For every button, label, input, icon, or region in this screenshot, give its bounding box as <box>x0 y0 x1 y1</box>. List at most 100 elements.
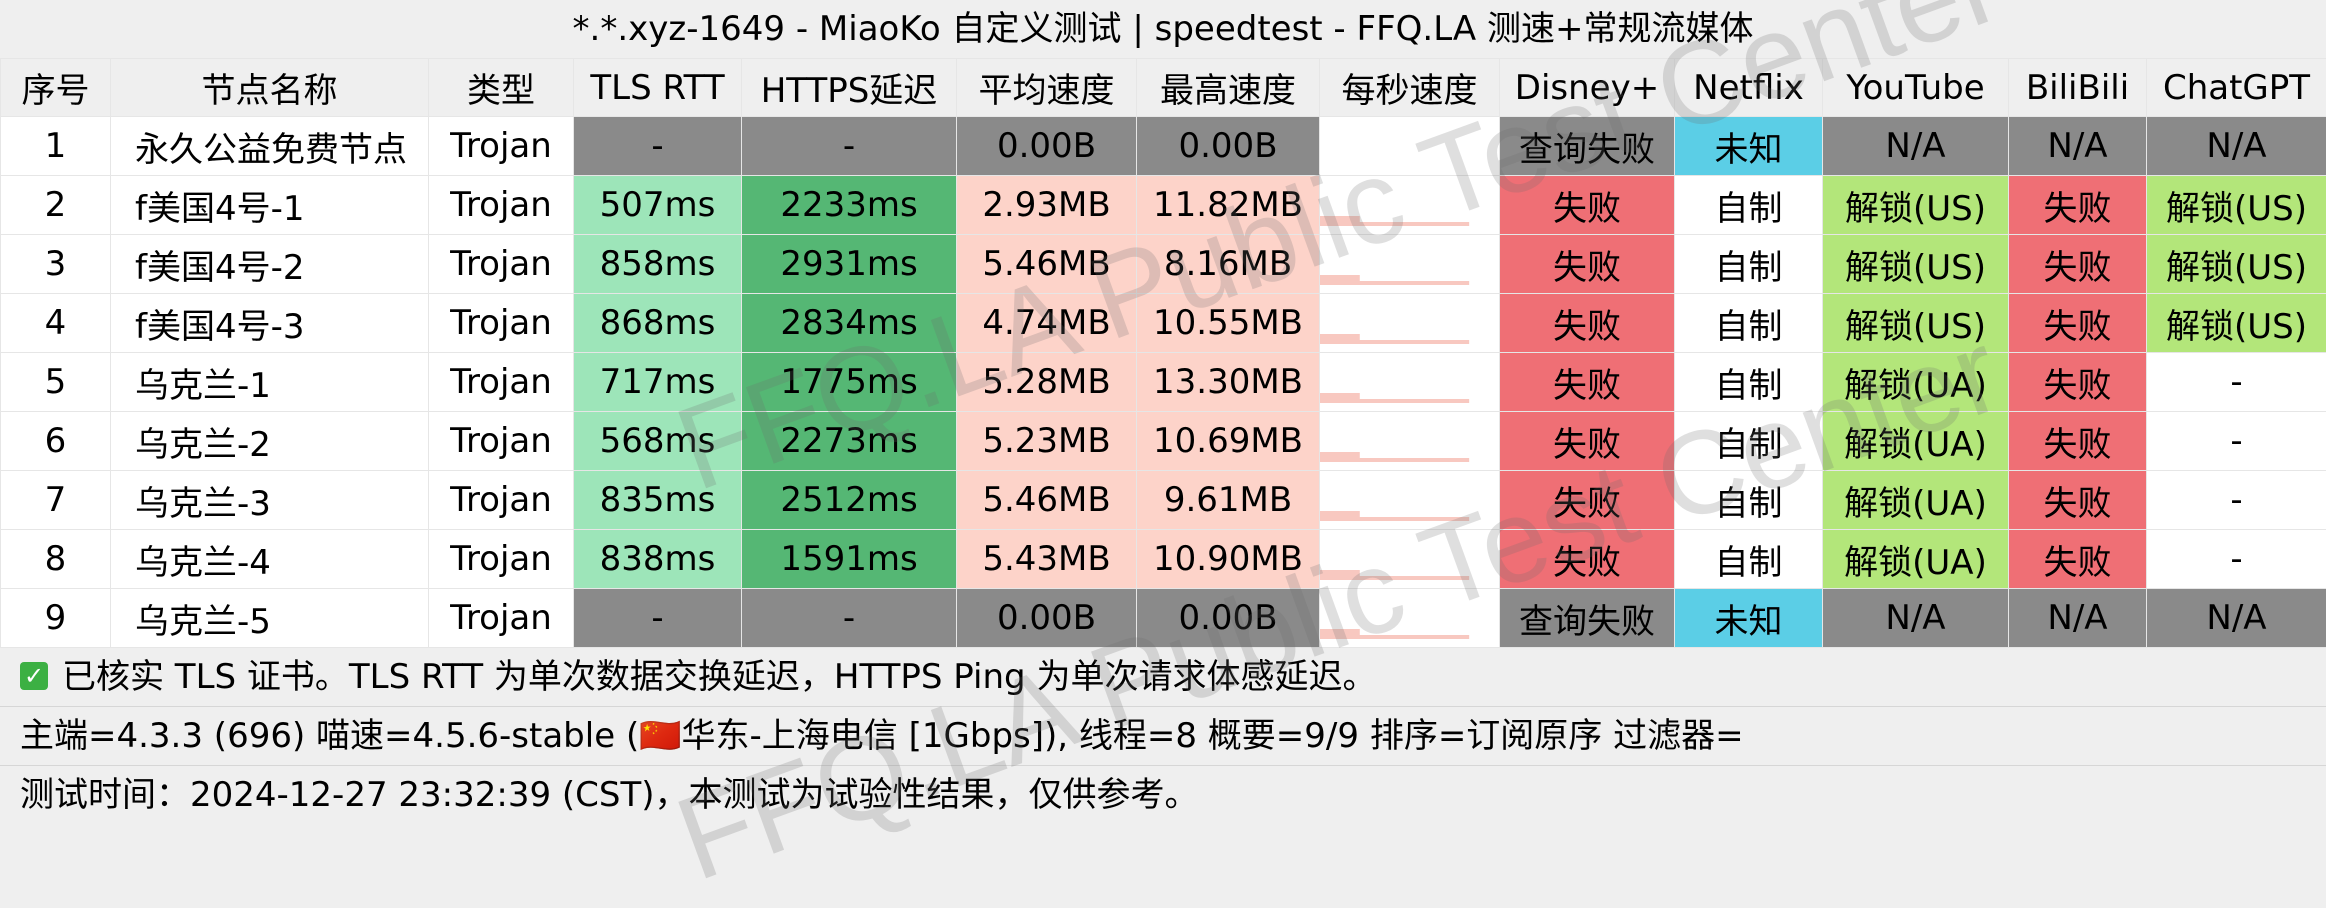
per-second-speed-cell <box>1320 530 1500 589</box>
index-cell: 3 <box>1 235 111 294</box>
avg-speed-cell: 4.74MB <box>957 294 1137 353</box>
netflix-cell: 自制 <box>1675 176 1823 235</box>
col-youtube-header: YouTube <box>1823 59 2009 117</box>
tls-rtt-cell: - <box>574 117 742 176</box>
https-latency-cell: - <box>742 117 957 176</box>
tls-note-row: ✓已核实 TLS 证书。TLS RTT 为单次数据交换延迟，HTTPS Ping… <box>0 648 2326 707</box>
avg-speed-cell: 0.00B <box>957 589 1137 648</box>
tls-rtt-cell: 507ms <box>574 176 742 235</box>
type-cell: Trojan <box>429 294 574 353</box>
index-cell: 2 <box>1 176 111 235</box>
avg-speed-cell: 5.46MB <box>957 471 1137 530</box>
netflix-cell: 自制 <box>1675 235 1823 294</box>
youtube-cell: 解锁(UA) <box>1823 530 2009 589</box>
chatgpt-cell: - <box>2147 530 2326 589</box>
header-row: 序号 节点名称 类型 TLS RTT HTTPS延迟 平均速度 最高速度 每秒速… <box>1 59 2326 117</box>
per-second-speed-cell <box>1320 176 1500 235</box>
col-disney-header: Disney+ <box>1500 59 1675 117</box>
netflix-cell: 自制 <box>1675 294 1823 353</box>
per-second-speed-cell <box>1320 294 1500 353</box>
type-cell: Trojan <box>429 530 574 589</box>
col-chatgpt-header: ChatGPT <box>2147 59 2326 117</box>
sparkline-bar <box>1320 216 1360 226</box>
node-name-cell: 永久公益免费节点 <box>111 117 429 176</box>
disney-cell: 失败 <box>1500 412 1675 471</box>
max-speed-cell: 9.61MB <box>1137 471 1320 530</box>
type-cell: Trojan <box>429 471 574 530</box>
sparkline-bar <box>1320 570 1360 580</box>
bilibili-cell: 失败 <box>2009 176 2147 235</box>
max-speed-cell: 10.69MB <box>1137 412 1320 471</box>
speed-sparkline <box>1320 601 1499 641</box>
netflix-cell: 自制 <box>1675 530 1823 589</box>
youtube-cell: 解锁(UA) <box>1823 353 2009 412</box>
sparkline-bar <box>1320 452 1360 462</box>
col-avg-speed-header: 平均速度 <box>957 59 1137 117</box>
speed-sparkline <box>1320 483 1499 523</box>
netflix-cell: 自制 <box>1675 471 1823 530</box>
https-latency-cell: 2512ms <box>742 471 957 530</box>
bilibili-cell: N/A <box>2009 589 2147 648</box>
netflix-cell: 自制 <box>1675 412 1823 471</box>
index-cell: 4 <box>1 294 111 353</box>
per-second-speed-cell <box>1320 412 1500 471</box>
disney-cell: 失败 <box>1500 294 1675 353</box>
col-netflix-header: Netflix <box>1675 59 1823 117</box>
disney-cell: 失败 <box>1500 353 1675 412</box>
node-name-cell: f美国4号-3 <box>111 294 429 353</box>
avg-speed-cell: 5.46MB <box>957 235 1137 294</box>
bilibili-cell: 失败 <box>2009 471 2147 530</box>
col-tls-rtt-header: TLS RTT <box>574 59 742 117</box>
https-latency-cell: 2834ms <box>742 294 957 353</box>
disney-cell: 失败 <box>1500 530 1675 589</box>
time-row: 测试时间：2024-12-27 23:32:39 (CST)，本测试为试验性结果… <box>0 766 2326 824</box>
max-speed-cell: 13.30MB <box>1137 353 1320 412</box>
type-cell: Trojan <box>429 589 574 648</box>
max-speed-cell: 11.82MB <box>1137 176 1320 235</box>
window-title: *.*.xyz-1649 - MiaoKo 自定义测试 | speedtest … <box>0 0 2326 58</box>
node-name-cell: f美国4号-2 <box>111 235 429 294</box>
node-name-cell: 乌克兰-4 <box>111 530 429 589</box>
node-name-cell: 乌克兰-5 <box>111 589 429 648</box>
speed-sparkline <box>1320 365 1499 405</box>
chatgpt-cell: 解锁(US) <box>2147 176 2326 235</box>
chatgpt-cell: N/A <box>2147 117 2326 176</box>
avg-speed-cell: 5.43MB <box>957 530 1137 589</box>
test-time: 测试时间：2024-12-27 23:32:39 (CST)，本测试为试验性结果… <box>20 775 1199 815</box>
netflix-cell: 未知 <box>1675 117 1823 176</box>
max-speed-cell: 10.55MB <box>1137 294 1320 353</box>
https-latency-cell: 2931ms <box>742 235 957 294</box>
avg-speed-cell: 5.23MB <box>957 412 1137 471</box>
tls-note: 已核实 TLS 证书。TLS RTT 为单次数据交换延迟，HTTPS Ping … <box>62 657 1376 697</box>
youtube-cell: N/A <box>1823 117 2009 176</box>
per-second-speed-cell <box>1320 589 1500 648</box>
tls-rtt-cell: 868ms <box>574 294 742 353</box>
disney-cell: 失败 <box>1500 235 1675 294</box>
chatgpt-cell: - <box>2147 353 2326 412</box>
netflix-cell: 未知 <box>1675 589 1823 648</box>
col-https-latency-header: HTTPS延迟 <box>742 59 957 117</box>
disney-cell: 查询失败 <box>1500 117 1675 176</box>
disney-cell: 失败 <box>1500 176 1675 235</box>
per-second-speed-cell <box>1320 235 1500 294</box>
sparkline-bar <box>1320 275 1360 285</box>
https-latency-cell: 2233ms <box>742 176 957 235</box>
index-cell: 5 <box>1 353 111 412</box>
per-second-speed-cell <box>1320 117 1500 176</box>
index-cell: 9 <box>1 589 111 648</box>
https-latency-cell: 1591ms <box>742 530 957 589</box>
speed-sparkline <box>1320 542 1499 582</box>
tls-rtt-cell: - <box>574 589 742 648</box>
netflix-cell: 自制 <box>1675 353 1823 412</box>
tls-rtt-cell: 838ms <box>574 530 742 589</box>
max-speed-cell: 8.16MB <box>1137 235 1320 294</box>
chatgpt-cell: - <box>2147 471 2326 530</box>
chatgpt-cell: 解锁(US) <box>2147 294 2326 353</box>
node-name-cell: 乌克兰-1 <box>111 353 429 412</box>
